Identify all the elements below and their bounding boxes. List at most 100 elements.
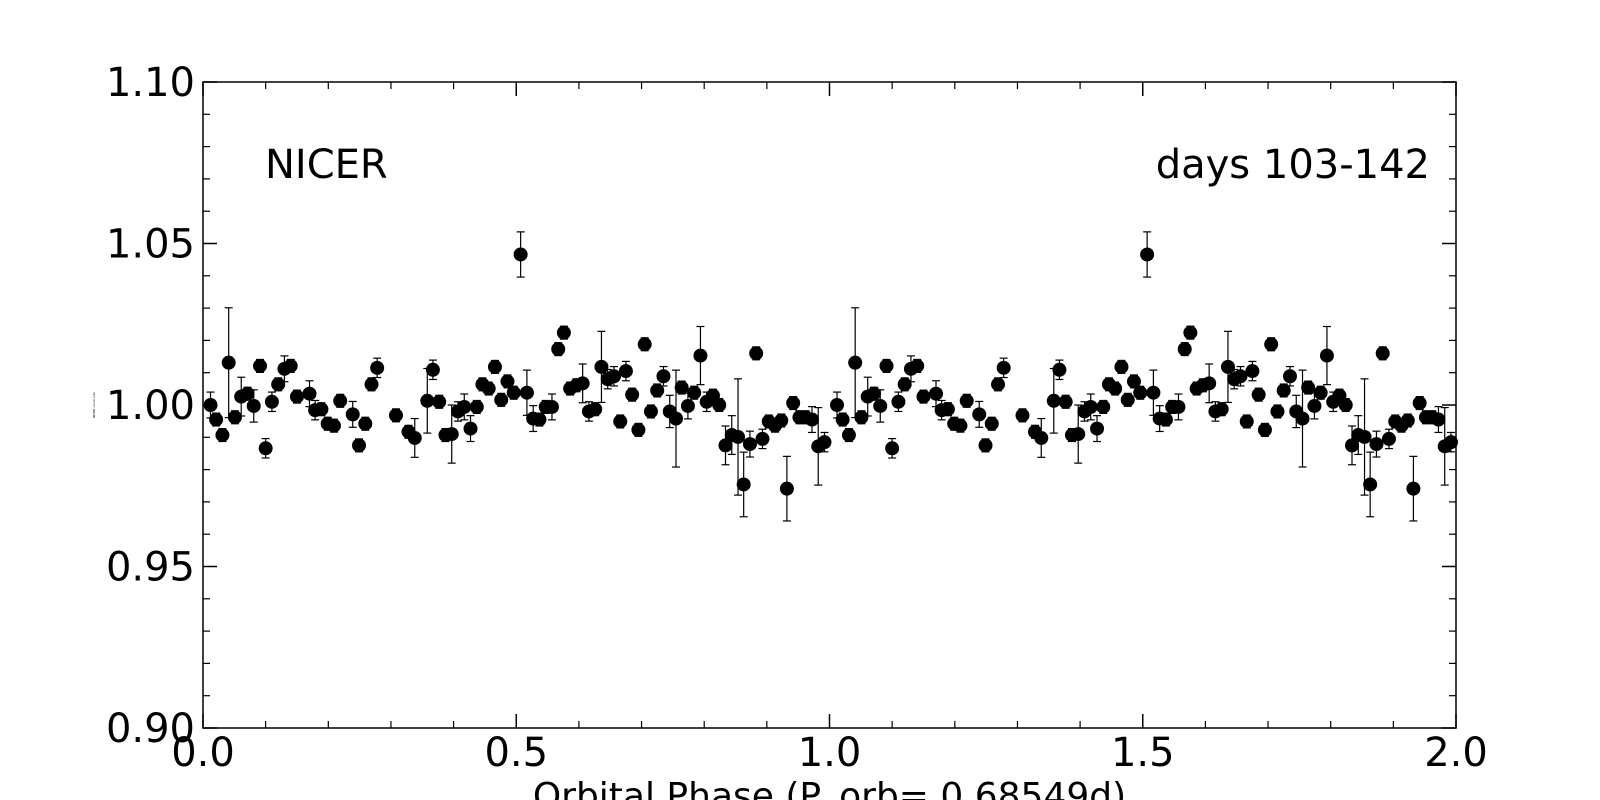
data-point — [351, 438, 366, 453]
x-tick-label: 1.0 — [798, 730, 862, 776]
data-point — [1015, 408, 1030, 423]
data-point — [1071, 427, 1086, 442]
data-point — [1220, 359, 1235, 374]
data-point — [457, 399, 472, 414]
data-point — [345, 407, 360, 422]
data-point — [879, 358, 894, 373]
x-axis-label: Orbital Phase (P_orb= 0.68549d) — [533, 776, 1126, 800]
data-point — [718, 438, 733, 453]
data-point — [687, 385, 702, 400]
data-point — [1406, 481, 1421, 496]
data-point — [637, 337, 652, 352]
data-point — [532, 412, 547, 427]
data-point — [625, 387, 640, 402]
y-tick-label: 0.90 — [106, 706, 195, 752]
data-point — [1443, 435, 1458, 450]
data-point — [1140, 247, 1155, 262]
data-point — [494, 392, 509, 407]
data-point — [841, 428, 856, 443]
data-point — [1295, 411, 1310, 426]
data-point — [804, 412, 819, 427]
data-point — [873, 398, 888, 413]
data-point — [302, 386, 317, 401]
data-point — [469, 399, 484, 414]
data-point — [500, 374, 515, 389]
data-point — [1245, 364, 1260, 379]
data-point — [215, 428, 230, 443]
data-point — [736, 477, 751, 492]
data-point — [575, 376, 590, 391]
data-point — [283, 358, 298, 373]
data-point — [370, 360, 385, 375]
data-point — [358, 416, 373, 431]
data-point — [1369, 437, 1384, 452]
data-point — [835, 412, 850, 427]
data-point — [830, 398, 845, 412]
data-point — [264, 394, 279, 409]
data-point — [1171, 399, 1186, 414]
data-point — [420, 393, 435, 408]
data-point — [848, 355, 863, 370]
data-point — [556, 325, 571, 340]
data-point — [388, 408, 403, 423]
y-tick-label: 0.95 — [106, 545, 195, 591]
data-point — [643, 404, 658, 419]
data-point — [253, 358, 268, 373]
data-point — [227, 410, 242, 425]
data-point — [314, 402, 329, 417]
data-point — [1058, 394, 1073, 409]
data-point — [1133, 385, 1148, 400]
data-point — [544, 399, 559, 414]
data-point — [991, 377, 1006, 392]
data-point — [910, 358, 925, 373]
y-tick-label: 1.00 — [106, 383, 195, 429]
data-point — [854, 410, 869, 425]
data-point — [606, 369, 621, 384]
data-point — [1338, 398, 1353, 412]
data-point — [1319, 348, 1334, 363]
data-point — [289, 389, 304, 404]
data-point — [978, 438, 993, 453]
y-axis-label: NICER count rate — [92, 392, 96, 418]
data-point — [444, 427, 459, 442]
data-point — [203, 398, 218, 412]
data-point — [1158, 412, 1173, 427]
data-point — [680, 398, 695, 413]
data-point — [1183, 325, 1198, 340]
x-tick-label: 1.5 — [1111, 730, 1175, 776]
y-tick-label: 1.05 — [106, 222, 195, 268]
data-point — [1120, 392, 1135, 407]
data-point — [551, 342, 566, 357]
data-point — [425, 362, 440, 377]
data-point — [749, 346, 764, 361]
data-point — [364, 377, 379, 392]
data-point — [669, 411, 684, 426]
data-point — [656, 369, 671, 384]
data-point — [1202, 376, 1217, 391]
data-point — [519, 385, 534, 400]
data-point — [693, 348, 708, 363]
x-tick-label: 0.0 — [171, 730, 235, 776]
data-point — [1096, 399, 1111, 414]
data-point — [774, 413, 789, 428]
data-point — [1034, 430, 1049, 445]
data-point — [258, 441, 273, 456]
data-point — [779, 481, 794, 496]
data-point — [885, 441, 900, 456]
data-point — [588, 402, 603, 417]
data-point — [594, 359, 609, 374]
data-point — [674, 380, 689, 395]
data-point — [240, 386, 255, 401]
data-point — [1363, 477, 1378, 492]
data-point — [1177, 342, 1192, 357]
data-point — [1126, 374, 1141, 389]
data-point — [929, 386, 944, 401]
data-point — [463, 421, 478, 436]
y-tick-label: 1.10 — [106, 60, 195, 106]
data-point — [1052, 362, 1067, 377]
data-point — [742, 437, 757, 452]
data-point — [432, 394, 447, 409]
data-point — [1114, 359, 1129, 374]
data-point — [1412, 396, 1427, 411]
